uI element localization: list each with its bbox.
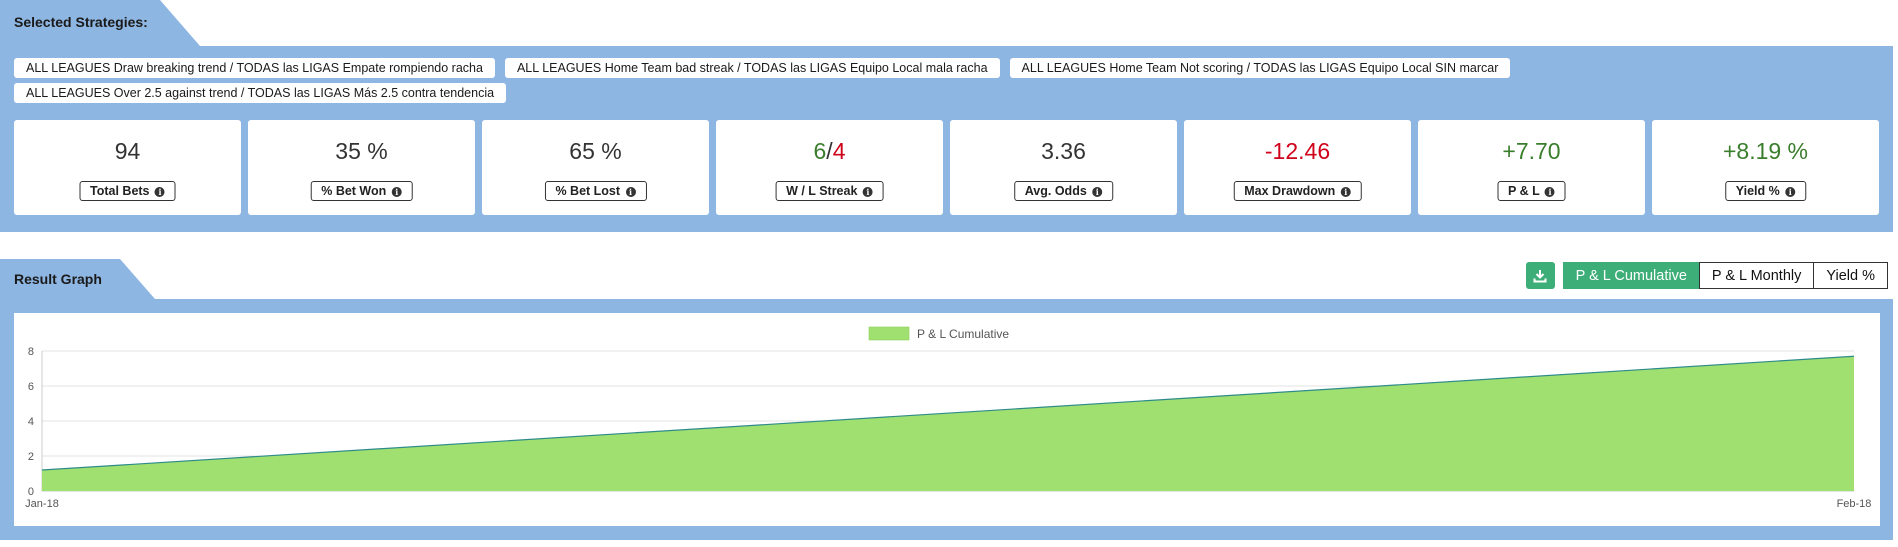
info-icon[interactable]: i: [862, 187, 873, 197]
x-tick-label: Feb-18: [1837, 498, 1872, 510]
stats-row: 94 Total Bets i 35 % % Bet Won i 65 % % …: [14, 120, 1879, 215]
bet-won-label[interactable]: % Bet Won i: [310, 181, 413, 201]
strategy-chip[interactable]: ALL LEAGUES Home Team bad streak / TODAS…: [504, 58, 1000, 78]
selected-strategies-tab: Selected Strategies:: [0, 0, 200, 46]
y-tick-label: 4: [28, 416, 34, 428]
y-tick-label: 2: [28, 451, 34, 463]
stat-card-pnl: +7.70 P & L i: [1418, 120, 1645, 215]
bet-lost-value: 65 %: [569, 138, 622, 164]
wl-streak-label-text: W / L Streak: [786, 184, 858, 198]
graph-toolbar: P & L Cumulative P & L Monthly Yield %: [1525, 262, 1888, 289]
result-graph-title: Result Graph: [14, 271, 102, 287]
stat-card-bet-lost: 65 % % Bet Lost i: [482, 120, 709, 215]
download-button[interactable]: [1525, 262, 1555, 289]
info-icon[interactable]: i: [391, 187, 402, 197]
avg-odds-label[interactable]: Avg. Odds i: [1013, 181, 1114, 201]
y-tick-label: 8: [28, 346, 34, 358]
selected-strategies-title: Selected Strategies:: [14, 14, 148, 30]
info-icon[interactable]: i: [1785, 187, 1796, 197]
tab-pnl-cumulative[interactable]: P & L Cumulative: [1562, 262, 1700, 289]
legend-label: P & L Cumulative: [917, 327, 1009, 341]
yield-value: +8.19 %: [1722, 138, 1809, 164]
strategy-list: ALL LEAGUES Draw breaking trend / TODAS …: [14, 58, 1874, 103]
bet-lost-label-text: % Bet Lost: [555, 184, 621, 198]
stat-card-total-bets: 94 Total Bets i: [14, 120, 241, 215]
bet-won-label-text: % Bet Won: [321, 184, 387, 198]
pnl-chart: 0 2 4 6 8 Jan-18 Feb-18 P & L Cumulative: [25, 326, 1872, 510]
y-tick-label: 0: [28, 486, 34, 498]
graph-panel: 0 2 4 6 8 Jan-18 Feb-18 P & L Cumulative: [0, 299, 1893, 540]
download-icon: [1533, 269, 1547, 282]
avg-odds-label-text: Avg. Odds: [1024, 184, 1087, 198]
max-drawdown-label[interactable]: Max Drawdown i: [1233, 181, 1362, 201]
stat-card-wl-streak: 6/4 W / L Streak i: [716, 120, 943, 215]
total-bets-label[interactable]: Total Bets i: [79, 181, 176, 201]
legend-swatch: [868, 326, 910, 341]
tab-yield[interactable]: Yield %: [1813, 262, 1888, 289]
strategy-chip[interactable]: ALL LEAGUES Over 2.5 against trend / TOD…: [14, 83, 507, 103]
x-tick-label: Jan-18: [25, 498, 59, 510]
yield-label-text: Yield %: [1735, 184, 1780, 198]
y-tick-label: 6: [28, 381, 34, 393]
info-icon[interactable]: i: [1092, 187, 1103, 197]
result-graph-tab: Result Graph: [0, 259, 155, 299]
yield-label[interactable]: Yield % i: [1724, 181, 1807, 201]
strategies-panel: ALL LEAGUES Draw breaking trend / TODAS …: [0, 46, 1893, 232]
info-icon[interactable]: i: [1544, 187, 1555, 197]
series-line: [41, 355, 1855, 471]
total-bets-value: 94: [114, 138, 141, 164]
pnl-label-text: P & L: [1508, 184, 1540, 198]
bet-won-value: 35 %: [335, 138, 388, 164]
max-drawdown-value: -12.46: [1264, 138, 1331, 164]
stat-card-bet-won: 35 % % Bet Won i: [248, 120, 475, 215]
info-icon[interactable]: i: [1340, 187, 1351, 197]
stat-card-yield: +8.19 % Yield % i: [1652, 120, 1879, 215]
bet-lost-label[interactable]: % Bet Lost i: [544, 181, 647, 201]
chart-container: 0 2 4 6 8 Jan-18 Feb-18 P & L Cumulative: [14, 313, 1880, 526]
info-icon[interactable]: i: [625, 187, 636, 197]
pnl-label[interactable]: P & L i: [1497, 181, 1566, 201]
pnl-value: +7.70: [1502, 138, 1561, 164]
strategy-chip[interactable]: ALL LEAGUES Draw breaking trend / TODAS …: [14, 58, 495, 78]
win-streak-value: 6: [813, 138, 827, 164]
total-bets-label-text: Total Bets: [90, 184, 150, 198]
wl-streak-value: 6/4: [716, 138, 943, 165]
area-fill: [42, 356, 1854, 491]
stat-card-avg-odds: 3.36 Avg. Odds i: [950, 120, 1177, 215]
tab-pnl-monthly[interactable]: P & L Monthly: [1698, 262, 1815, 289]
strategy-chip[interactable]: ALL LEAGUES Home Team Not scoring / TODA…: [1009, 58, 1511, 78]
loss-streak-value: 4: [832, 138, 846, 164]
avg-odds-value: 3.36: [1041, 138, 1086, 164]
wl-streak-label[interactable]: W / L Streak i: [775, 181, 884, 201]
stat-card-max-drawdown: -12.46 Max Drawdown i: [1184, 120, 1411, 215]
max-drawdown-label-text: Max Drawdown: [1244, 184, 1336, 198]
info-icon[interactable]: i: [154, 187, 165, 197]
streak-separator: /: [826, 138, 833, 164]
